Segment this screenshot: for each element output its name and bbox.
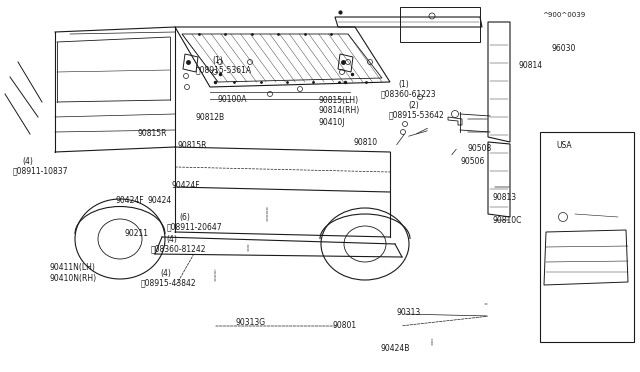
Text: 90815R: 90815R [178,141,207,150]
Text: 90410N(RH): 90410N(RH) [50,275,97,283]
Text: (1): (1) [398,80,409,89]
Text: 90815(LH): 90815(LH) [318,96,358,105]
Text: (6): (6) [179,213,190,222]
Bar [400,7,480,42]
Text: 90424F: 90424F [172,182,200,190]
Bar [540,132,634,342]
Text: 90506: 90506 [461,157,485,166]
Text: 90815R: 90815R [138,129,167,138]
Text: 90812B: 90812B [195,113,225,122]
Text: 90313G: 90313G [236,318,266,327]
Text: 90100A: 90100A [218,95,247,104]
Text: 90424B: 90424B [381,344,410,353]
Text: Ⓠ08915-43842: Ⓠ08915-43842 [141,278,196,287]
Text: (2): (2) [408,101,419,110]
Text: 90313: 90313 [397,308,421,317]
Text: 90810: 90810 [353,138,378,147]
Text: 90801: 90801 [333,321,357,330]
Text: Ⓝ08360-61223: Ⓝ08360-61223 [381,89,436,98]
Text: 90424: 90424 [147,196,172,205]
Text: Ⓠ08915-53642: Ⓠ08915-53642 [388,111,444,120]
Text: 90813: 90813 [493,193,517,202]
Text: 96030: 96030 [552,44,576,53]
Text: (4): (4) [22,157,33,166]
Text: 90424F: 90424F [115,196,144,205]
Text: Ⓜ08911-10837: Ⓜ08911-10837 [13,167,68,176]
Text: (4): (4) [166,235,177,244]
Text: (1): (1) [212,56,223,65]
Text: Ⓜ08911-20647: Ⓜ08911-20647 [166,222,222,231]
Text: 90810C: 90810C [493,216,522,225]
Text: USA: USA [557,141,572,150]
Text: ^900^0039: ^900^0039 [543,12,586,18]
Text: 90411N(LH): 90411N(LH) [50,263,96,272]
Text: 90508: 90508 [467,144,492,153]
Text: Ⓝ08360-81242: Ⓝ08360-81242 [150,245,206,254]
Text: 90211: 90211 [125,229,149,238]
Text: (4): (4) [160,269,171,278]
Text: 90814(RH): 90814(RH) [318,106,359,115]
Text: 90410J: 90410J [318,118,344,127]
Text: Ⓜ08915-5361A: Ⓜ08915-5361A [195,65,252,74]
Text: 90814: 90814 [518,61,543,70]
